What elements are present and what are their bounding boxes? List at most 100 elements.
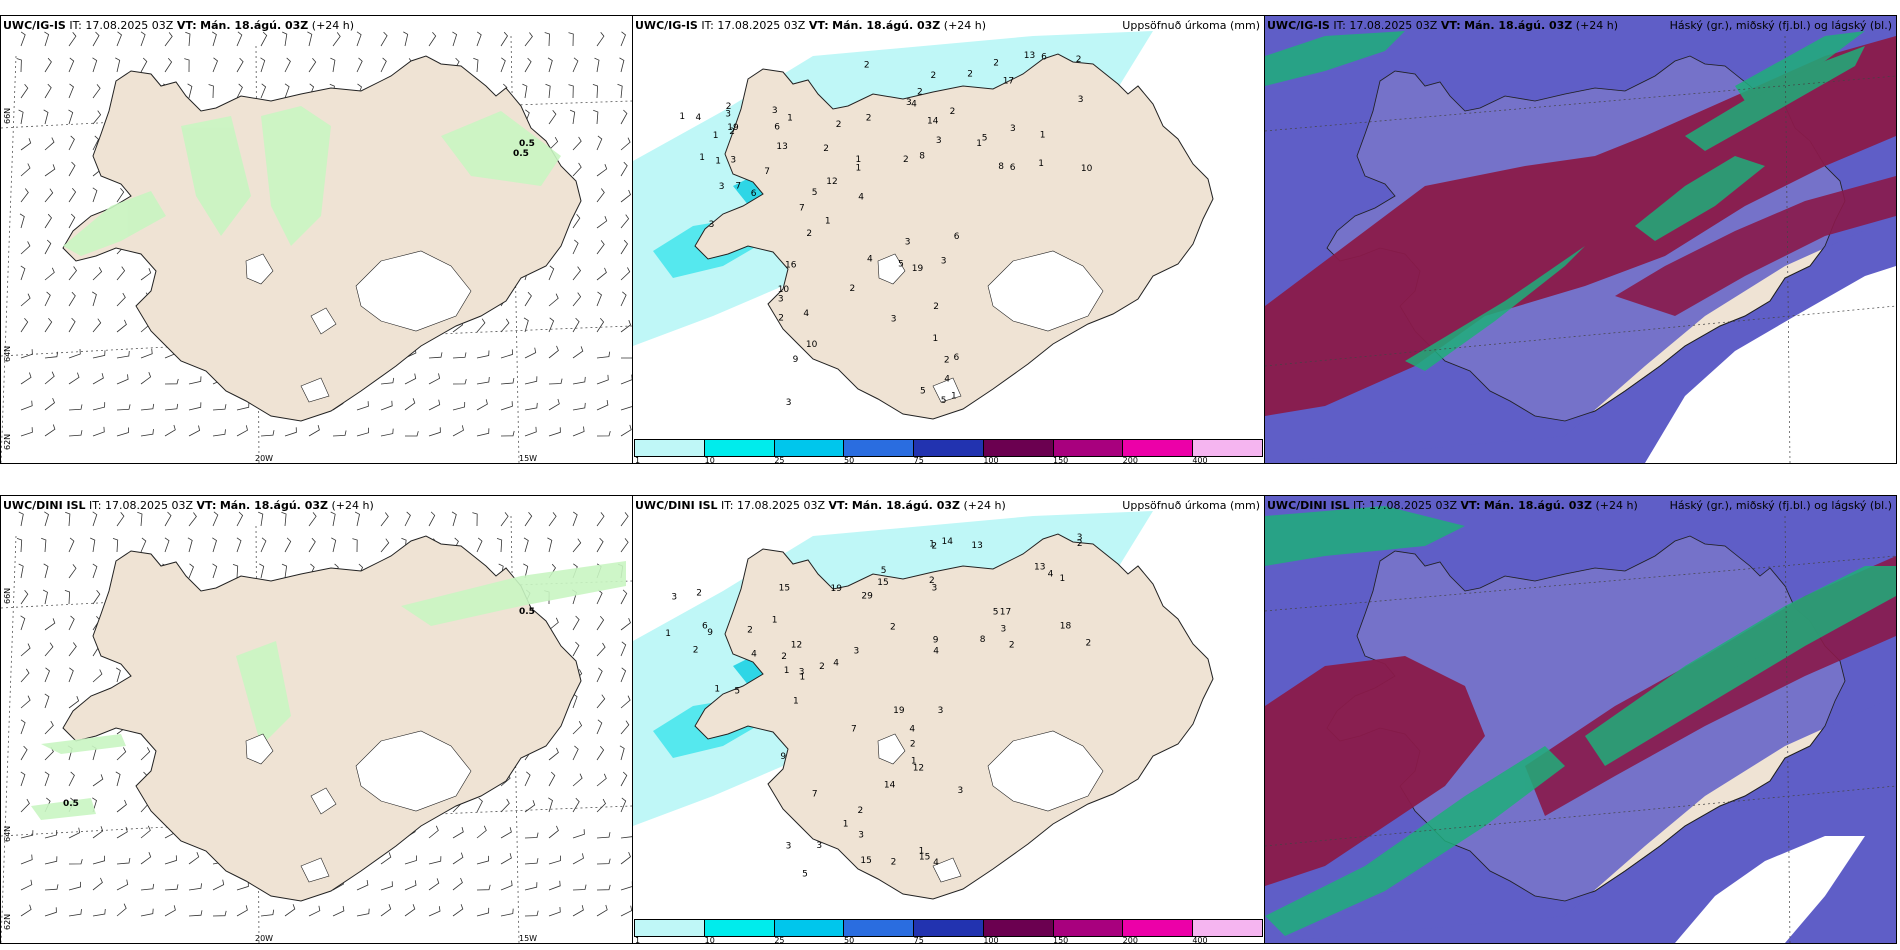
colorbar-cell — [774, 440, 845, 456]
colorbar-cell — [1053, 920, 1124, 936]
precip-value-label: 7 — [764, 167, 770, 177]
colorbar-cell — [914, 440, 984, 456]
lat-label-66: 66N — [632, 575, 634, 592]
colorbar-tick-label: 25 — [774, 936, 785, 944]
panel-title: Uppsöfnuð úrkoma (mm) — [1122, 499, 1260, 512]
clear-sky — [1675, 836, 1865, 943]
precip-value-label: 3 — [730, 156, 736, 166]
precip-value-label: 1 — [1038, 159, 1044, 169]
precip-value-label: 2 — [944, 355, 950, 365]
precip-value-label: 3 — [725, 110, 731, 120]
precip-value-label: 2 — [819, 662, 825, 672]
precip-value-label: 15 — [779, 584, 790, 594]
precip-value-label: 19 — [727, 123, 739, 133]
precip-value-label: 3 — [906, 98, 912, 108]
panel-header: UWC/DINI ISL IT: 17.08.2025 03Z VT: Mán.… — [635, 499, 1006, 512]
precip-areas — [31, 561, 626, 820]
precip-value-label: 2 — [931, 71, 937, 81]
precip-value-label: 2 — [850, 284, 856, 294]
panel-title: Uppsöfnuð úrkoma (mm) — [1122, 19, 1260, 32]
top-precip-panel: UWC/IG-IS IT: 17.08.2025 03Z VT: Mán. 18… — [632, 15, 1265, 464]
precip-value-label: 2 — [781, 652, 787, 662]
precip-value-label: 5 — [898, 260, 904, 270]
wind-value-label: 0.5 — [63, 799, 79, 809]
lon-label-20w: 20W — [255, 454, 274, 463]
colorbar-cell — [635, 920, 705, 936]
top-cloud-panel: UWC/IG-IS IT: 17.08.2025 03Z VT: Mán. 18… — [1264, 15, 1897, 464]
panel-header: UWC/DINI ISL IT: 17.08.2025 03Z VT: Mán.… — [3, 499, 374, 512]
colorbar-tick-label: 1 — [635, 936, 641, 944]
lon-label-15w: 15W — [519, 454, 538, 463]
precip-value-label: 3 — [958, 786, 964, 796]
colorbar-tick-label: 150 — [1053, 936, 1069, 944]
precip-value-label: 1 — [784, 666, 790, 676]
lon-label-20w: 20W — [255, 934, 274, 943]
precip-value-label: 3 — [941, 256, 947, 266]
precip-value-label: 1 — [713, 131, 719, 141]
precip-value-label: 2 — [696, 588, 702, 598]
precip-value-label: 2 — [917, 87, 923, 97]
colorbar-cell — [983, 920, 1054, 936]
precip-value-label: 2 — [1077, 539, 1083, 549]
precip-value-label: 3 — [799, 668, 805, 678]
precip-value-label: 3 — [905, 237, 911, 247]
cloud-cover-low — [1265, 506, 1896, 936]
precip-value-label: 10 — [1081, 164, 1093, 174]
colorbar-cell — [1123, 440, 1194, 456]
precip-value-label: 18 — [1060, 621, 1072, 631]
graticule — [1265, 35, 1896, 463]
precip-value-label: 4 — [751, 649, 757, 659]
precip-value-label: 3 — [932, 583, 938, 593]
precip-value-label: 3 — [938, 706, 944, 716]
precip-value-label: 3 — [671, 592, 677, 602]
precip-value-label: 4 — [696, 113, 702, 123]
iceland-land — [62, 55, 582, 422]
precip-value-label: 3 — [1077, 533, 1083, 543]
precip-value-label: 3 — [786, 398, 792, 408]
colorbar-cell — [844, 920, 915, 936]
wind-map: 0.50.5 — [1, 31, 632, 463]
precip-value-label: 3 — [786, 842, 792, 852]
colorbar-tick-label: 400 — [1192, 936, 1208, 944]
precip-value-label: 2 — [929, 576, 935, 586]
clear-sky — [1645, 266, 1896, 463]
precip-value-label: 9 — [780, 752, 786, 762]
precip-value-label: 16 — [785, 261, 797, 271]
precip-value-label: 2 — [836, 120, 842, 130]
panel-header: UWC/IG-IS IT: 17.08.2025 03Z VT: Mán. 18… — [635, 19, 987, 32]
colorbar-cell — [844, 440, 915, 456]
precip-value-label: 13 — [776, 142, 787, 152]
precip-value-label: 1 — [1060, 574, 1066, 584]
precip-value-label: 1 — [933, 334, 939, 344]
cloud-map — [1265, 496, 1896, 943]
precip-value-label: 13 — [1034, 562, 1045, 572]
precip-value-label: 3 — [1010, 124, 1016, 134]
precip-colorbar: 1 10 25 50 75 100 150 200 400 — [633, 439, 1264, 463]
precip-value-label: 6 — [1010, 163, 1016, 173]
precip-value-label: 2 — [1009, 640, 1015, 650]
lat-label-64: 64N — [3, 825, 12, 842]
colorbar-cell — [1193, 440, 1263, 456]
colorbar-tick-label: 25 — [774, 456, 785, 464]
colorbar-tick-label: 200 — [1122, 936, 1138, 944]
precip-value-label: 3 — [778, 295, 784, 305]
precip-value-label: 9 — [793, 355, 799, 365]
lat-label-62: 62N — [3, 433, 12, 450]
colorbar-tick-label: 400 — [1192, 456, 1208, 464]
precip-value-label: 7 — [812, 789, 818, 799]
colorbar-cell — [1193, 920, 1263, 936]
bottom-precip-panel: UWC/DINI ISL IT: 17.08.2025 03Z VT: Mán.… — [632, 495, 1265, 944]
lat-label-66: 66N — [3, 107, 12, 124]
precip-value-label: 1 — [856, 155, 862, 165]
precip-value-label: 3 — [891, 315, 897, 325]
precip-value-label: 15 — [877, 578, 888, 588]
panel-header: UWC/IG-IS IT: 17.08.2025 03Z VT: Mán. 18… — [1267, 19, 1619, 32]
precip-value-label: 14 — [942, 537, 954, 547]
lat-label-64: 64N — [3, 345, 12, 362]
precip-value-label: 5 — [812, 188, 818, 198]
precip-value-label: 2 — [806, 229, 812, 239]
bottom-wind-panel: UWC/DINI ISL IT: 17.08.2025 03Z VT: Mán.… — [0, 495, 633, 944]
precip-value-label: 2 — [858, 806, 864, 816]
colorbar-tick-label: 1 — [635, 456, 641, 464]
lon-label-15w: 15W — [519, 934, 538, 943]
